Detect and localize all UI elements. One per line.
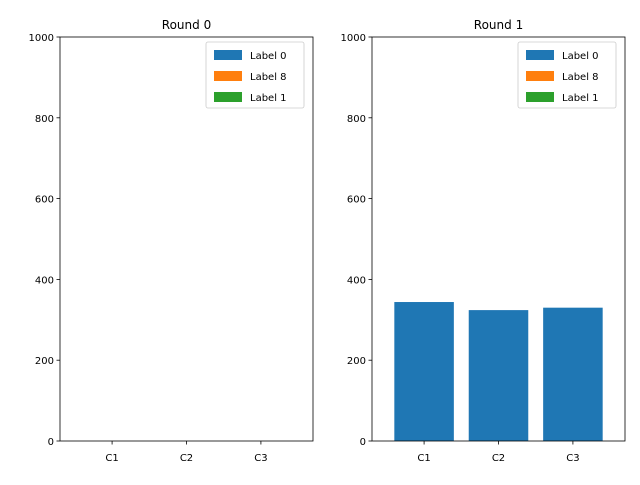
y-tick-label: 600 <box>35 195 54 206</box>
bar-label-0-c1 <box>394 302 454 441</box>
x-tick-label: C3 <box>566 453 579 464</box>
y-tick-label: 200 <box>35 356 54 367</box>
legend-swatch-label-0 <box>526 50 554 60</box>
legend-swatch-label-8 <box>526 71 554 81</box>
y-tick-label: 400 <box>347 275 366 286</box>
x-tick-label: C1 <box>105 453 118 464</box>
bar-label-0-c2 <box>468 310 529 441</box>
legend-swatch-label-8 <box>214 71 242 81</box>
y-tick-label: 1000 <box>29 33 54 44</box>
legend-swatch-label-0 <box>214 50 242 60</box>
legend-label-label-1: Label 1 <box>562 93 599 104</box>
chart-title: Round 1 <box>474 18 523 32</box>
y-tick-label: 600 <box>347 195 366 206</box>
legend-label-label-0: Label 0 <box>250 51 287 62</box>
chart-panel-0: Round 0 0 200 400 600 800 1000 C1 C2 C3 Label 0 Lab… <box>29 18 314 464</box>
y-tick-label: 0 <box>48 437 54 448</box>
x-tick-label: C2 <box>180 453 193 464</box>
x-tick-label: C2 <box>492 453 505 464</box>
y-tick-label: 200 <box>347 356 366 367</box>
y-tick-label: 400 <box>35 275 54 286</box>
legend-swatch-label-1 <box>214 92 242 102</box>
bar-label-0-c3 <box>543 307 603 441</box>
x-tick-label: C3 <box>254 453 267 464</box>
legend-label-label-0: Label 0 <box>562 51 599 62</box>
legend-label-label-8: Label 8 <box>562 72 599 83</box>
chart-panel-1: Round 1 0 200 400 600 800 1000 C1 C2 C3 Label 0 Lab… <box>341 18 626 464</box>
legend-swatch-label-1 <box>526 92 554 102</box>
chart-title: Round 0 <box>162 18 211 32</box>
legend-label-label-1: Label 1 <box>250 93 287 104</box>
y-tick-label: 0 <box>360 437 366 448</box>
y-tick-label: 800 <box>347 114 366 125</box>
y-tick-label: 1000 <box>341 33 366 44</box>
x-tick-label: C1 <box>417 453 430 464</box>
legend-label-label-8: Label 8 <box>250 72 287 83</box>
y-tick-label: 800 <box>35 114 54 125</box>
